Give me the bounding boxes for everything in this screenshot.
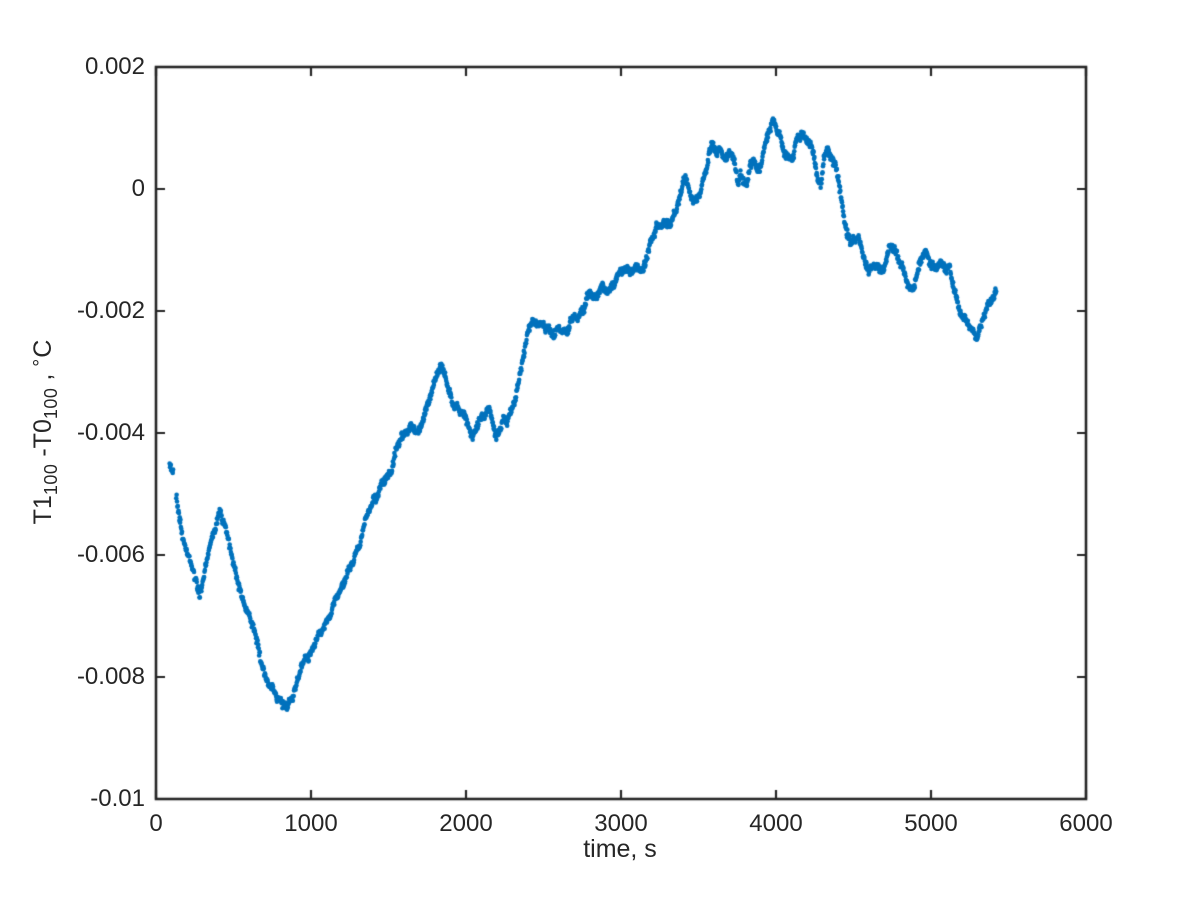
figure: time, s T1100 -T0100 , °C 0 1000 2000 3000 4…	[0, 0, 1200, 900]
plot-canvas	[0, 0, 1200, 900]
